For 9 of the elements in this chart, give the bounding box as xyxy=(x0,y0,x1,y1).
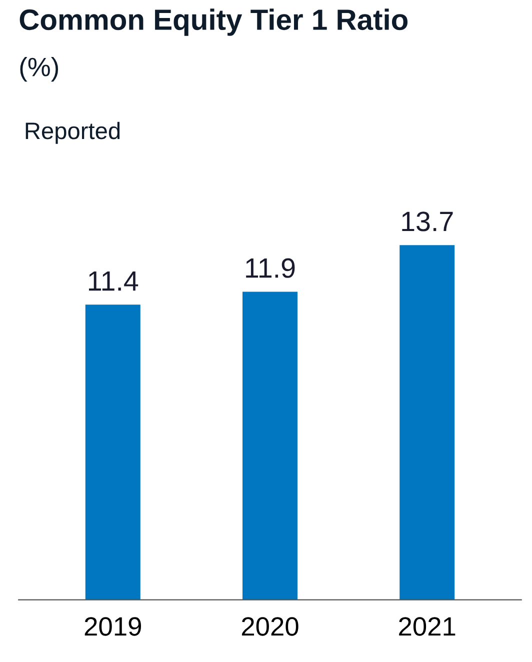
x-tick-label: 2020 xyxy=(242,617,298,636)
text: Reported xyxy=(26,122,120,144)
x-tick-label: 2019 xyxy=(84,617,141,636)
data-label: 11.4 xyxy=(88,271,138,291)
chart-title: Common Equity Tier 1 Ratio xyxy=(20,8,408,36)
chart-subtitle: (%) xyxy=(20,57,58,82)
data-label: 13.7 xyxy=(402,212,453,232)
data-label: 11.9 xyxy=(246,258,295,278)
x-tick-label: 2021 xyxy=(399,617,456,636)
